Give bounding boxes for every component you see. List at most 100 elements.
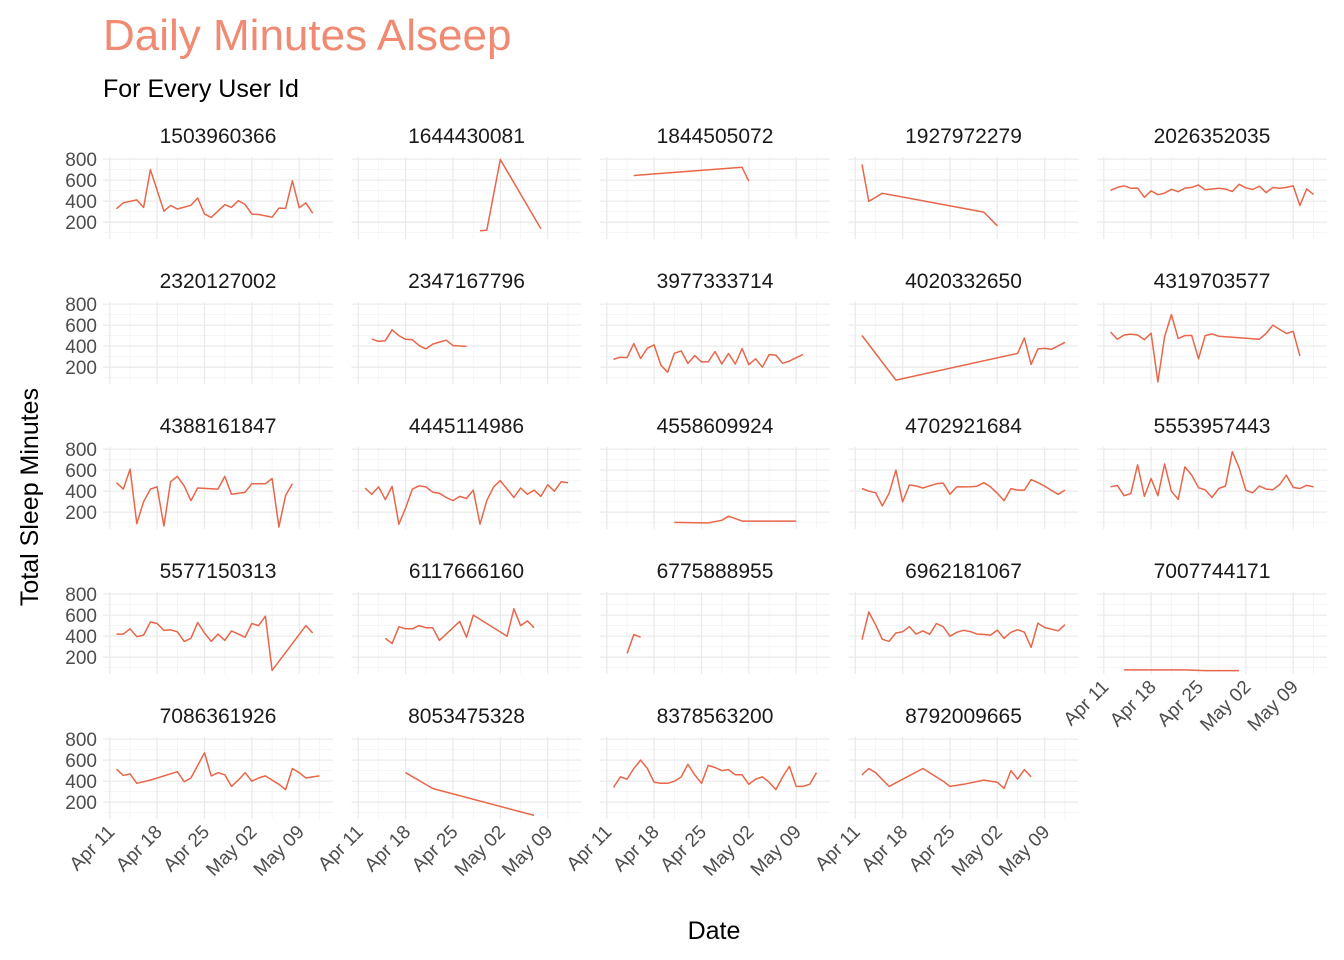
x-tick-label: May 09: [498, 822, 557, 881]
x-tick-label: Apr 11: [1060, 677, 1113, 730]
facet-strip-label: 2026352035: [1154, 125, 1271, 148]
facet-strip-label: 5553957443: [1154, 415, 1271, 438]
facet-strip-label: 5577150313: [160, 560, 277, 583]
series-line-7007744171: [1124, 669, 1240, 672]
facet-strip-label: 4558609924: [657, 415, 774, 438]
series-line-4445114986: [364, 479, 569, 525]
series-line-7086361926: [115, 752, 320, 791]
facet-panel-6962181067: 6962181067: [848, 560, 1079, 674]
series-line-4020332650: [861, 335, 1066, 381]
facet-panel-6117666160: 6117666160: [351, 560, 582, 674]
series-line-8792009665: [861, 767, 1032, 790]
y-tick-label: 800: [65, 150, 97, 171]
y-tick-label: 600: [65, 751, 97, 772]
facet-strip-label: 8792009665: [905, 705, 1022, 728]
facet-strip-label: 4020332650: [905, 270, 1022, 293]
facet-strip-label: 2320127002: [160, 270, 277, 293]
x-tick-label: May 02: [451, 822, 510, 881]
y-tick-label: 400: [65, 192, 97, 213]
facet-strip-label: 6775888955: [657, 560, 774, 583]
y-tick-label: 200: [65, 213, 97, 234]
y-tick-label: 800: [65, 585, 97, 606]
series-line-2026352035: [1110, 183, 1314, 207]
series-line-6962181067: [861, 611, 1066, 649]
y-tick-label: 400: [65, 772, 97, 793]
x-tick-label: Apr 18: [112, 822, 166, 876]
facet-strip-label: 1844505072: [657, 125, 774, 148]
series-line-4388161847: [115, 468, 294, 528]
facet-panel-4445114986: 4445114986: [351, 415, 582, 529]
facet-panel-2347167796: 2347167796: [351, 270, 582, 384]
facet-panel-1644430081: 1644430081: [351, 125, 582, 239]
x-axis-title: Date: [688, 917, 741, 945]
series-line-8053475328: [405, 772, 535, 817]
series-line-1503960366: [116, 168, 314, 219]
x-tick-label: May 02: [202, 822, 261, 881]
facet-strip-label: 4388161847: [160, 415, 277, 438]
x-tick-label: Apr 11: [811, 822, 864, 875]
facet-panel-1844505072: 1844505072: [600, 125, 830, 239]
x-tick-label: Apr 11: [563, 822, 616, 875]
series-line-2347167796: [371, 329, 467, 350]
series-line-1644430081: [479, 158, 542, 232]
series-line-4558609924: [674, 515, 797, 524]
facet-panel-1927972279: 1927972279: [848, 125, 1079, 239]
facet-strip-label: 7007744171: [1154, 560, 1271, 583]
y-tick-label: 600: [65, 171, 97, 192]
series-line-6117666160: [384, 608, 535, 645]
facet-panel-3977333714: 3977333714: [600, 270, 830, 384]
series-line-1927972279: [861, 164, 998, 227]
facet-strip-label: 4702921684: [905, 415, 1022, 438]
series-line-6775888955: [626, 633, 641, 654]
x-tick-label: May 09: [250, 822, 309, 881]
y-tick-label: 800: [65, 440, 97, 461]
y-tick-label: 600: [65, 461, 97, 482]
y-tick-label: 800: [65, 730, 97, 751]
facet-strip-label: 4319703577: [1154, 270, 1271, 293]
x-tick-label: May 09: [747, 822, 806, 881]
y-tick-label: 600: [65, 316, 97, 337]
x-tick-label: May 09: [995, 822, 1054, 881]
x-tick-label: Apr 11: [66, 822, 119, 875]
facet-panel-2026352035: 2026352035: [1097, 125, 1327, 239]
facet-panel-4020332650: 4020332650: [848, 270, 1079, 384]
facet-strip-label: 4445114986: [409, 415, 524, 438]
y-tick-label: 200: [65, 358, 97, 379]
series-line-1844505072: [633, 166, 750, 182]
facet-strip-label: 8053475328: [408, 705, 525, 728]
series-line-8378563200: [612, 759, 818, 791]
facet-strip-label: 8378563200: [657, 705, 774, 728]
facet-panel-6775888955: 6775888955: [600, 560, 830, 674]
facet-strip-label: 3977333714: [657, 270, 774, 293]
series-line-5577150313: [116, 615, 314, 672]
chart-title: Daily Minutes Alseep: [103, 11, 511, 60]
y-tick-label: 200: [65, 503, 97, 524]
x-tick-label: May 09: [1244, 677, 1303, 736]
x-tick-label: Apr 18: [361, 822, 415, 876]
x-tick-label: May 02: [948, 822, 1007, 881]
x-tick-label: Apr 18: [858, 822, 912, 876]
y-tick-label: 200: [65, 793, 97, 814]
y-axis-title: Total Sleep Minutes: [16, 388, 44, 606]
facet-strip-label: 2347167796: [408, 270, 525, 293]
x-tick-label: Apr 18: [609, 822, 663, 876]
facet-strip-label: 6117666160: [409, 560, 524, 583]
facet-strip-label: 1644430081: [408, 125, 525, 148]
facet-strip-label: 1503960366: [160, 125, 277, 148]
facet-panel-5553957443: 5553957443: [1097, 415, 1327, 529]
y-tick-label: 600: [65, 606, 97, 627]
y-tick-label: 200: [65, 648, 97, 669]
series-line-3977333714: [613, 342, 804, 373]
x-tick-label: Apr 11: [314, 822, 367, 875]
y-tick-label: 400: [65, 337, 97, 358]
y-tick-label: 800: [65, 295, 97, 316]
